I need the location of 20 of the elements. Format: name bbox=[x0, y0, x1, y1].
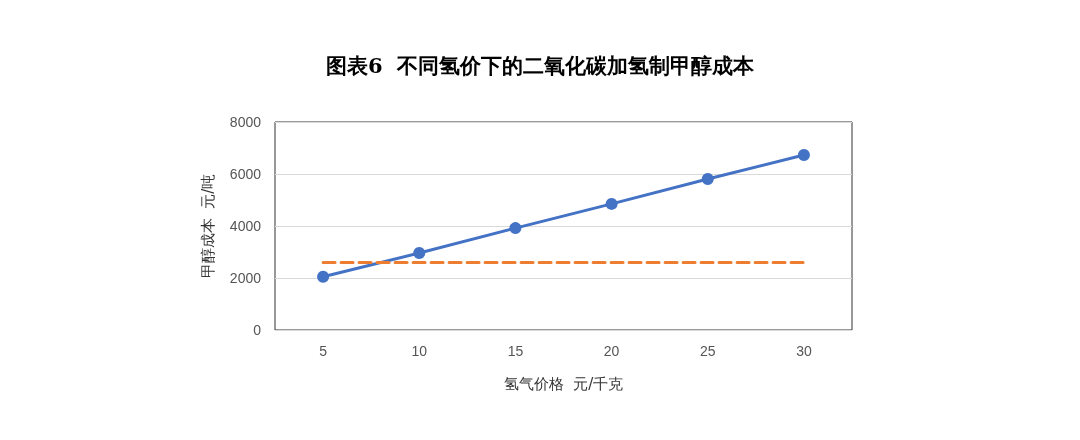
y-tick-label: 2000 bbox=[229, 270, 262, 286]
x-tick-label: 30 bbox=[796, 343, 812, 359]
y-tick-label: 0 bbox=[253, 322, 262, 338]
x-tick-label: 10 bbox=[411, 343, 428, 359]
y-axis-title: 甲醇成本 元/吨 bbox=[198, 173, 217, 279]
y-tick-label: 8000 bbox=[229, 114, 262, 130]
point bbox=[509, 222, 522, 235]
point bbox=[701, 172, 714, 185]
point bbox=[797, 149, 810, 162]
y-tick-label: 6000 bbox=[229, 166, 262, 182]
x-tick-label: 25 bbox=[699, 343, 716, 359]
point bbox=[605, 197, 618, 210]
x-tick-label: 20 bbox=[603, 343, 620, 359]
x-tick-label: 5 bbox=[319, 343, 328, 359]
x-tick-label: 15 bbox=[507, 343, 524, 359]
chart-title: 图表6 不同氢价下的二氧化碳加氢制甲醇成本 bbox=[325, 53, 756, 78]
y-tick-label: 4000 bbox=[229, 218, 262, 234]
x-axis-title: 氢气价格 元/千克 bbox=[503, 374, 624, 393]
point bbox=[413, 247, 426, 260]
point bbox=[317, 270, 330, 283]
